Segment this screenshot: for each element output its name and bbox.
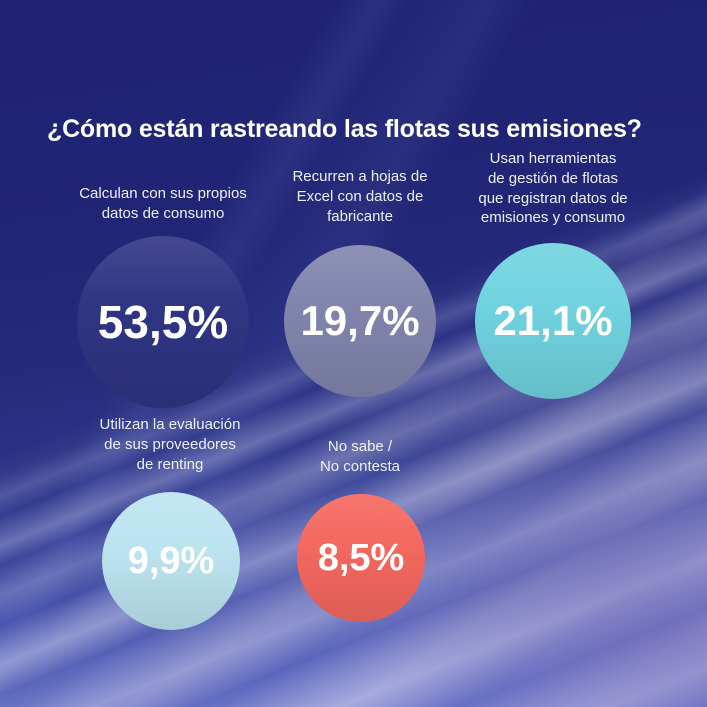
bubble-circle-no-answer: 8,5%	[297, 494, 425, 622]
bubble-value-own-consumption-data: 53,5%	[97, 296, 229, 348]
bubble-value-excel-sheets: 19,7%	[300, 297, 420, 344]
chart-title: ¿Cómo están rastreando las flotas sus em…	[47, 114, 642, 143]
bubble-label-excel-sheets: Recurren a hojas de Excel con datos de f…	[292, 168, 428, 225]
bubble-label-no-answer: No sabe / No contesta	[319, 438, 401, 475]
bubble-circle-excel-sheets: 19,7%	[284, 245, 436, 397]
bubble-label-fleet-management-tools: Usan herramientas de gestión de flotas q…	[478, 150, 628, 227]
bubble-value-renting-providers: 9,9%	[127, 539, 215, 582]
bubble-label-renting-providers: Utilizan la evaluación de sus proveedore…	[99, 416, 241, 473]
bubble-circle-fleet-management-tools: 21,1%	[475, 243, 631, 399]
bubble-label-own-consumption-data: Calculan con sus propios datos de consum…	[79, 185, 247, 222]
bubble-value-fleet-management-tools: 21,1%	[493, 297, 613, 344]
bubble-circle-own-consumption-data: 53,5%	[77, 236, 249, 408]
bubble-value-no-answer: 8,5%	[317, 536, 405, 579]
bubble-circle-renting-providers: 9,9%	[102, 492, 240, 630]
